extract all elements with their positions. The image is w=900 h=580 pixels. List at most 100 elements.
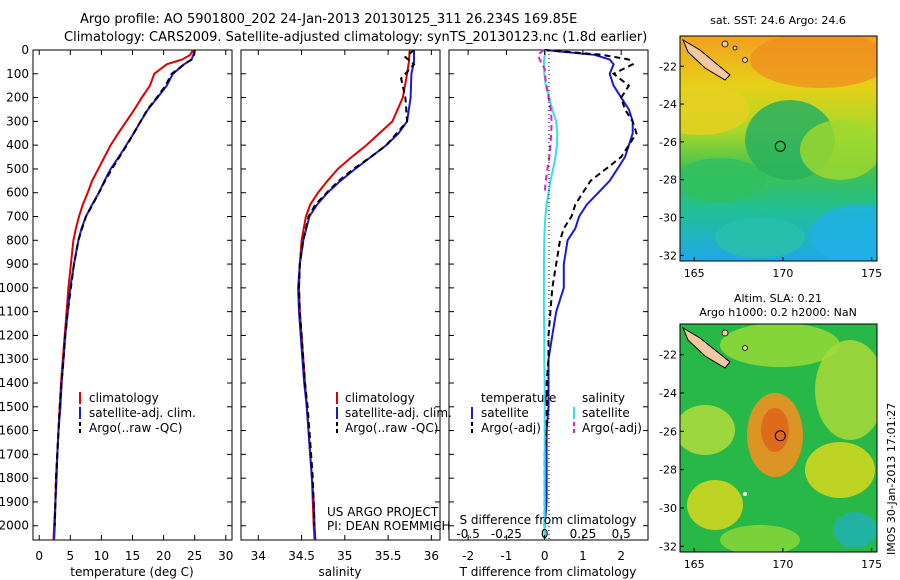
- s-tick-label: 0: [541, 527, 549, 541]
- series-line-climatology: [297, 49, 411, 541]
- legend-label-salinity-satellite: satellite: [582, 406, 630, 420]
- x-tick-label: 0: [541, 549, 549, 563]
- legend-label-argo: Argo(..raw -QC): [345, 421, 438, 435]
- legend-label-climatology: climatology: [89, 391, 159, 405]
- sla-map-title: Altim. SLA: 0.21: [734, 292, 822, 305]
- y-tick-label: 1600: [0, 424, 29, 438]
- sla-map-subtitle: Argo h1000: 0.2 h2000: NaN: [699, 306, 857, 319]
- y-tick-label: 200: [6, 91, 29, 105]
- salinity-legend: climatology satellite-adj. clim. Argo(..…: [336, 391, 452, 435]
- salinity-axis-label: salinity: [318, 565, 361, 579]
- y-tick-label: 2000: [0, 519, 29, 533]
- s-tick-label: 0.25: [570, 527, 597, 541]
- legend-heading-temperature: temperature: [481, 391, 556, 405]
- legend-label-satellite: satellite-adj. clim.: [345, 406, 452, 420]
- imos-timestamp: IMOS 30-Jan-2013 17:01:27: [885, 403, 898, 555]
- series-line-salinity-argo-adj-: [536, 49, 553, 193]
- sla-map-ticks: 165 170 175 -22 -24 -26 -28 -30 -32: [659, 349, 882, 571]
- y-tick-label: 100: [6, 67, 29, 81]
- island-coastline: [681, 326, 731, 369]
- project-line2: PI: DEAN ROEMMICH: [327, 519, 450, 533]
- x-tick-label: -2: [462, 549, 474, 563]
- legend-label-argo: Argo(..raw -QC): [89, 421, 182, 435]
- legend-label-temperature-argo: Argo(-adj): [481, 421, 541, 435]
- series-line-climatology: [52, 49, 194, 541]
- s-tick-label: -0.5: [456, 527, 479, 541]
- map-y-tick-label: -30: [659, 502, 677, 515]
- y-tick-label: 1100: [0, 305, 29, 319]
- y-tick-label: 500: [6, 162, 29, 176]
- map-y-tick-label: -30: [659, 212, 677, 225]
- map-y-tick-label: -32: [659, 249, 677, 262]
- y-tick-label: 400: [6, 138, 29, 152]
- x-tick-label: 34.5: [288, 549, 315, 563]
- header-line1: Argo profile: AO 5901800_202 24-Jan-2013…: [80, 12, 578, 27]
- series-line-argo-raw-qc-: [297, 49, 416, 526]
- axis-ticks-group: 0 5 10 15 20 25 300100200300400500600700800900…: [0, 43, 648, 563]
- map-y-tick-label: -22: [659, 60, 677, 73]
- map-y-tick-label: -28: [659, 174, 677, 187]
- x-tick-label: 2: [617, 549, 625, 563]
- map-x-tick-label: 165: [684, 558, 705, 571]
- y-tick-label: 300: [6, 114, 29, 128]
- s-tick-label: 0.5: [612, 527, 631, 541]
- x-tick-label: 35: [337, 549, 352, 563]
- map-y-tick-label: -26: [659, 425, 677, 438]
- sst-map-title: sat. SST: 24.6 Argo: 24.6: [710, 14, 846, 27]
- argo-position-marker: [774, 140, 786, 152]
- y-tick-label: 900: [6, 257, 29, 271]
- x-tick-label: -1: [500, 549, 512, 563]
- y-tick-label: 1800: [0, 471, 29, 485]
- x-tick-label: 10: [94, 549, 109, 563]
- y-tick-label: 0: [21, 43, 29, 57]
- legend-label-salinity-argo: Argo(-adj): [582, 421, 642, 435]
- y-tick-label: 1300: [0, 352, 29, 366]
- map-y-tick-label: -24: [659, 387, 677, 400]
- header-line2: Climatology: CARS2009. Satellite-adjuste…: [64, 30, 648, 45]
- series-line-argo-raw-qc-: [53, 49, 196, 526]
- map-x-tick-label: 175: [861, 267, 882, 280]
- map-y-tick-label: -28: [659, 464, 677, 477]
- temperature-legend: climatology satellite-adj. clim. Argo(..…: [79, 391, 196, 435]
- x-tick-label: 15: [125, 549, 140, 563]
- x-tick-label: 0: [35, 549, 43, 563]
- map-y-tick-label: -22: [659, 349, 677, 362]
- temperature-panel-frame: [32, 49, 233, 541]
- y-tick-label: 600: [6, 186, 29, 200]
- salinity-series-group: [297, 49, 416, 541]
- t-difference-axis-label: T difference from climatology: [459, 565, 637, 579]
- series-line-salinity-satellite: [542, 49, 559, 540]
- series-line-temperature-argo-adj-: [543, 49, 638, 526]
- map-x-tick-label: 170: [772, 267, 793, 280]
- y-tick-label: 1500: [0, 400, 29, 414]
- legend-label-temperature-satellite: satellite: [481, 406, 529, 420]
- sst-map-frame: [679, 35, 878, 262]
- x-tick-label: 35.5: [375, 549, 402, 563]
- island-coastline: [681, 38, 731, 81]
- x-tick-label: 30: [218, 549, 233, 563]
- series-line-temperature-satellite: [543, 49, 634, 540]
- y-tick-label: 1900: [0, 495, 29, 509]
- x-tick-label: 25: [187, 549, 202, 563]
- temperature-axis-label: temperature (deg C): [70, 565, 193, 579]
- map-x-tick-label: 170: [772, 558, 793, 571]
- map-x-tick-label: 175: [861, 558, 882, 571]
- legend-label-climatology: climatology: [345, 391, 415, 405]
- y-tick-label: 700: [6, 210, 29, 224]
- x-tick-label: 5: [66, 549, 74, 563]
- s-difference-axis-label: S difference from climatology: [460, 513, 637, 527]
- sla-map-frame: [679, 323, 878, 553]
- x-tick-label: 1: [579, 549, 587, 563]
- difference-series-group: [536, 49, 638, 540]
- s-tick-label: -0.25: [491, 527, 522, 541]
- legend-label-satellite: satellite-adj. clim.: [89, 406, 196, 420]
- sst-map-field: [680, 36, 877, 261]
- sst-map-ticks: 165 170 175 -22 -24 -26 -28 -30 -32: [659, 60, 882, 280]
- legend-heading-salinity: salinity: [582, 391, 625, 405]
- difference-legend: temperature satellite Argo(-adj) salinit…: [471, 391, 642, 435]
- salinity-panel-frame: [240, 49, 441, 541]
- series-line-satellite-adj-clim-: [297, 50, 415, 541]
- argo-position-marker: [774, 430, 786, 442]
- y-tick-label: 1400: [0, 376, 29, 390]
